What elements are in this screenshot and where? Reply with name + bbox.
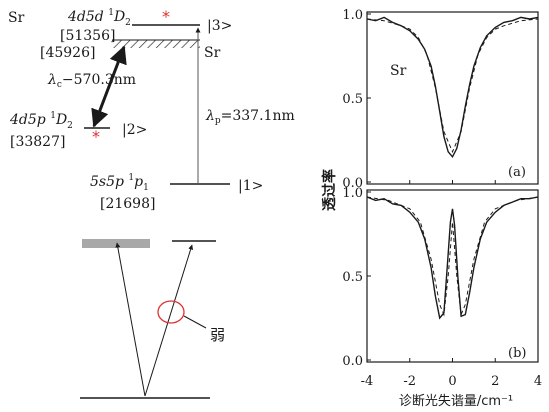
- chart-panel-a: Sr (a): [366, 11, 539, 185]
- ionization-continuum-hatch: [112, 40, 200, 48]
- level1-energy: [21698]: [100, 196, 155, 212]
- coupling-laser-arrow: [91, 45, 127, 128]
- y-axis-label: 透过率: [321, 169, 338, 211]
- probe-laser-label: λp=337.1nm: [205, 108, 295, 126]
- axis-ticks: [366, 191, 539, 362]
- measured-curve: [366, 16, 539, 159]
- x-tick-labels: -4 -2 0 2 4: [361, 374, 542, 389]
- x-tick-label: 4: [534, 374, 542, 389]
- level1-term: 5s5p 1p1: [90, 173, 149, 193]
- measured-curve: [366, 196, 539, 320]
- level2-energy: [33827]: [10, 134, 65, 150]
- broad-upper-level: [82, 239, 150, 248]
- y-tick-labels: 1.00.50.01.00.50.0: [342, 8, 363, 369]
- y-tick-label: 0.0: [342, 176, 363, 191]
- fit-curve-dashed: [366, 196, 539, 317]
- series-group: [366, 16, 539, 159]
- weak-label: 弱: [210, 326, 225, 344]
- x-tick-label: -2: [403, 374, 416, 389]
- probe-arrow-right: [144, 244, 194, 397]
- x-tick-label: 0: [448, 374, 456, 389]
- chart-panel-b: (b): [366, 189, 539, 363]
- coupling-laser-label: λc−570.3nm: [47, 72, 136, 90]
- probe-arrow-left: [115, 242, 146, 397]
- x-axis-label: 诊断光失谐量/cm⁻¹: [399, 394, 513, 409]
- y-tick-label: 1.0: [342, 8, 363, 23]
- x-tick-label: -4: [361, 374, 374, 389]
- level2-term: 4d5p 1D2: [9, 111, 73, 131]
- level2-ket: |2>: [122, 122, 147, 138]
- weak-label-leader: [183, 315, 207, 329]
- plot-frame: [366, 11, 539, 185]
- fit-curve-dashed: [366, 18, 539, 154]
- y-tick-label: 0.0: [342, 354, 363, 369]
- series-label-sr: Sr: [390, 63, 407, 79]
- weak-transition-circle: [157, 300, 185, 324]
- plot-frame: [366, 189, 539, 363]
- level3-ket: |3>: [207, 18, 232, 34]
- energy-level-diagram: Sr 4d5d 1D2 [51356] * |3> [45926] Sr λc−…: [8, 7, 295, 212]
- level2-asterisk: *: [92, 127, 100, 146]
- element-label-left: Sr: [8, 10, 25, 26]
- transmission-charts: Sr (a) (b) 1.00.50.01.00.50.0 -4 -2 0 2 4 透过…: [321, 8, 542, 409]
- panel-label-b: (b): [508, 346, 526, 361]
- axis-ticks: [366, 13, 539, 184]
- level1-ket: |1>: [238, 178, 263, 194]
- y-tick-label: 0.5: [342, 92, 363, 107]
- level3-asterisk: *: [162, 7, 170, 26]
- y-tick-label: 0.5: [342, 270, 363, 285]
- lambda-scheme: 弱: [80, 239, 225, 399]
- series-group: [366, 196, 539, 320]
- y-tick-label: 1.0: [342, 186, 363, 201]
- element-label-right: Sr: [204, 45, 221, 61]
- panel-label-a: (a): [508, 165, 526, 180]
- level3-energy: [51356]: [60, 28, 115, 44]
- x-tick-label: 2: [491, 374, 499, 389]
- level3-term: 4d5d 1D2: [67, 8, 131, 28]
- continuum-energy: [45926]: [40, 45, 95, 61]
